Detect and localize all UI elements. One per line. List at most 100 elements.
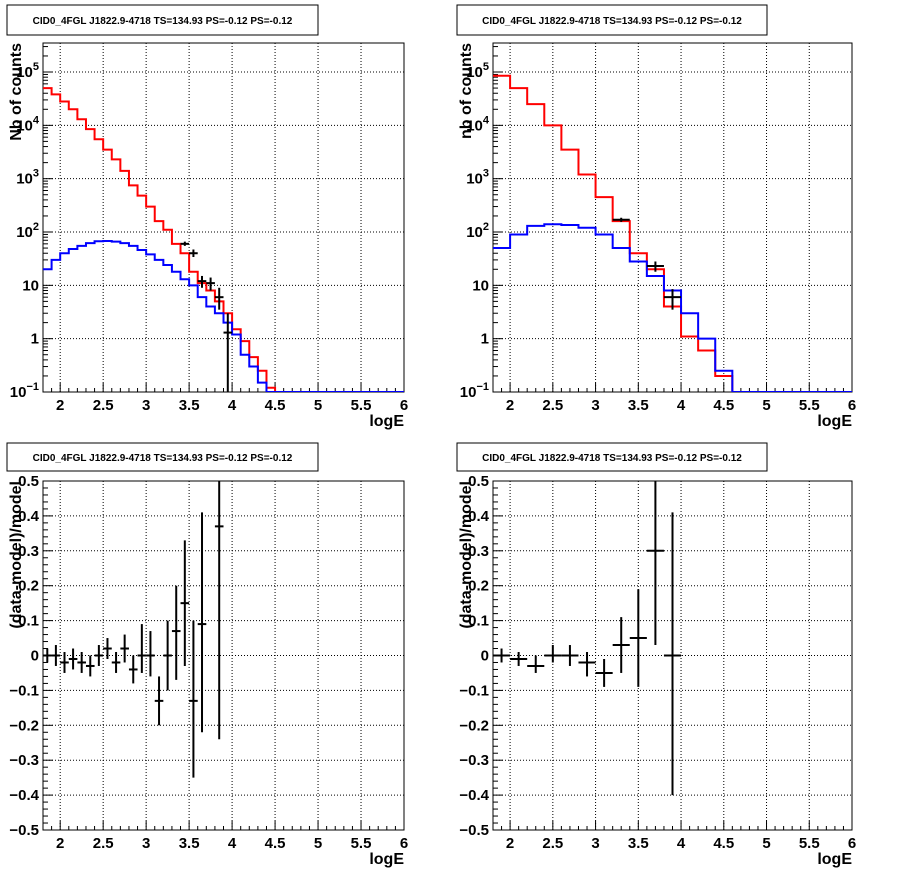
- x-tick-label: 5.5: [351, 397, 372, 414]
- x-tick-label: 3.5: [179, 397, 200, 414]
- x-tick-label: 5.5: [351, 835, 372, 852]
- title-frame: [6, 4, 319, 36]
- y-tick-label: 0.2: [18, 578, 39, 595]
- data-point: [561, 645, 579, 666]
- y-tick-label: 10: [472, 277, 489, 294]
- x-tick-label: 3: [142, 835, 150, 852]
- y-tick-label: −0.2: [459, 717, 489, 734]
- data-point: [77, 652, 86, 673]
- x-tick-label: 3: [591, 835, 599, 852]
- chart-bottom-left: 2 2.5 3 3.5 4 4.5 5 5.5 6 −0.5 −0.4 −0.3 −0.2 −0.1 0 0.…: [6, 442, 408, 868]
- data-point: [578, 652, 596, 677]
- y-tick-base: 10: [10, 384, 27, 401]
- data-point: [510, 652, 528, 666]
- data-point: [43, 648, 52, 663]
- y-tick-label: −0.3: [459, 752, 489, 769]
- y-tick-base: 10: [16, 117, 33, 134]
- y-tick-label: 1: [481, 331, 489, 348]
- x-tick-label: 6: [400, 397, 408, 414]
- y-tick-label: −0.1: [9, 682, 39, 699]
- y-tick-label: 105: [16, 61, 39, 81]
- x-tick-label: 2: [506, 835, 514, 852]
- data-point: [527, 655, 545, 673]
- data-point: [214, 481, 224, 740]
- x-tick-label: 4: [677, 397, 686, 414]
- data-point: [663, 289, 682, 310]
- title-frame: [456, 442, 768, 472]
- x-axis: 2 2.5 3 3.5 4 4.5 5 5.5 6: [492, 821, 856, 852]
- data-point: [612, 217, 630, 222]
- y-tick-base: 10: [460, 384, 477, 401]
- x-axis-title: logE: [369, 851, 404, 868]
- y-tick-exponent: 3: [483, 168, 489, 180]
- x-tick-label: 2.5: [542, 397, 563, 414]
- y-tick-label: 0.2: [468, 578, 489, 595]
- grid: [493, 43, 853, 393]
- y-tick-label: −0.4: [459, 787, 489, 804]
- data-point: [68, 648, 78, 670]
- y-tick-label: −0.4: [9, 787, 39, 804]
- data-point: [214, 287, 224, 310]
- chart-top-right: 2 2.5 3 3.5 4 4.5 5 5.5 610−1110102103104105logE…: [456, 4, 856, 430]
- title-frame: [6, 442, 319, 472]
- y-tick-label: 10−1: [10, 381, 39, 401]
- y-tick-base: 10: [16, 224, 33, 241]
- x-tick-label: 6: [848, 835, 856, 852]
- data-point: [154, 676, 164, 726]
- y-tick-base: 10: [466, 171, 483, 188]
- y-tick-label: 0.5: [18, 473, 39, 490]
- data-point: [180, 241, 190, 246]
- data-points: [493, 481, 682, 796]
- histogram-series-1: [43, 239, 404, 392]
- chart-bottom-right: 2 2.5 3 3.5 4 4.5 5 5.5 6 −0.5 −0.4 −0.3 −0.2 −0.1 0 0.…: [456, 442, 856, 868]
- y-tick-label: 102: [466, 221, 489, 241]
- y-tick-label: 0: [481, 648, 489, 665]
- x-tick-label: 3: [142, 397, 150, 414]
- data-point: [595, 658, 613, 687]
- y-tick-label: 0.4: [18, 508, 40, 525]
- x-tick-label: 6: [400, 835, 408, 852]
- data-point: [137, 624, 147, 673]
- x-tick-label: 5: [314, 397, 322, 414]
- plot-frame: [42, 42, 405, 393]
- y-tick-label: 0: [31, 648, 39, 665]
- y-tick-label: 104: [466, 114, 490, 134]
- data-point: [197, 512, 207, 733]
- y-tick-exponent: 5: [483, 61, 489, 73]
- x-tick-label: 4.5: [713, 835, 734, 852]
- y-tick-label: 0.3: [18, 543, 39, 560]
- data-point: [60, 652, 69, 673]
- y-tick-base: 10: [466, 117, 483, 134]
- data-point: [120, 634, 129, 663]
- data-point: [128, 655, 138, 684]
- data-point: [189, 620, 198, 778]
- data-point: [163, 620, 172, 691]
- data-point: [94, 645, 104, 666]
- x-tick-label: 4: [228, 835, 237, 852]
- y-tick-exponent: 5: [33, 61, 39, 73]
- chart-title-box: CID0_4FGL J1822.9-4718 TS=134.93 PS=-0.1…: [6, 4, 319, 36]
- y-tick-label: 0.5: [468, 473, 489, 490]
- histogram-series-0: [43, 87, 404, 392]
- y-tick-label: −0.1: [459, 682, 489, 699]
- x-axis: 2 2.5 3 3.5 4 4.5 5 5.5 6: [492, 383, 856, 414]
- histogram-series-0: [493, 74, 852, 392]
- x-axis-title: logE: [817, 851, 852, 868]
- x-tick-label: 5: [762, 397, 770, 414]
- y-tick-base: 10: [16, 171, 33, 188]
- chart-title: CID0_4FGL J1822.9-4718 TS=134.93 PS=-0.1…: [482, 16, 742, 27]
- x-tick-label: 2: [56, 835, 64, 852]
- y-tick-label: 0.1: [18, 613, 39, 630]
- x-axis-title: logE: [817, 413, 852, 430]
- data-point: [206, 277, 215, 291]
- histogram-series-1: [493, 223, 852, 392]
- x-tick-label: 3: [591, 397, 599, 414]
- chart-title-box: CID0_4FGL J1822.9-4718 TS=134.93 PS=-0.1…: [456, 442, 768, 472]
- plot-frame: [492, 42, 853, 393]
- data-points: [612, 217, 682, 310]
- y-tick-label: 105: [466, 61, 489, 81]
- data-point: [146, 631, 155, 677]
- y-tick-label: −0.5: [9, 822, 39, 839]
